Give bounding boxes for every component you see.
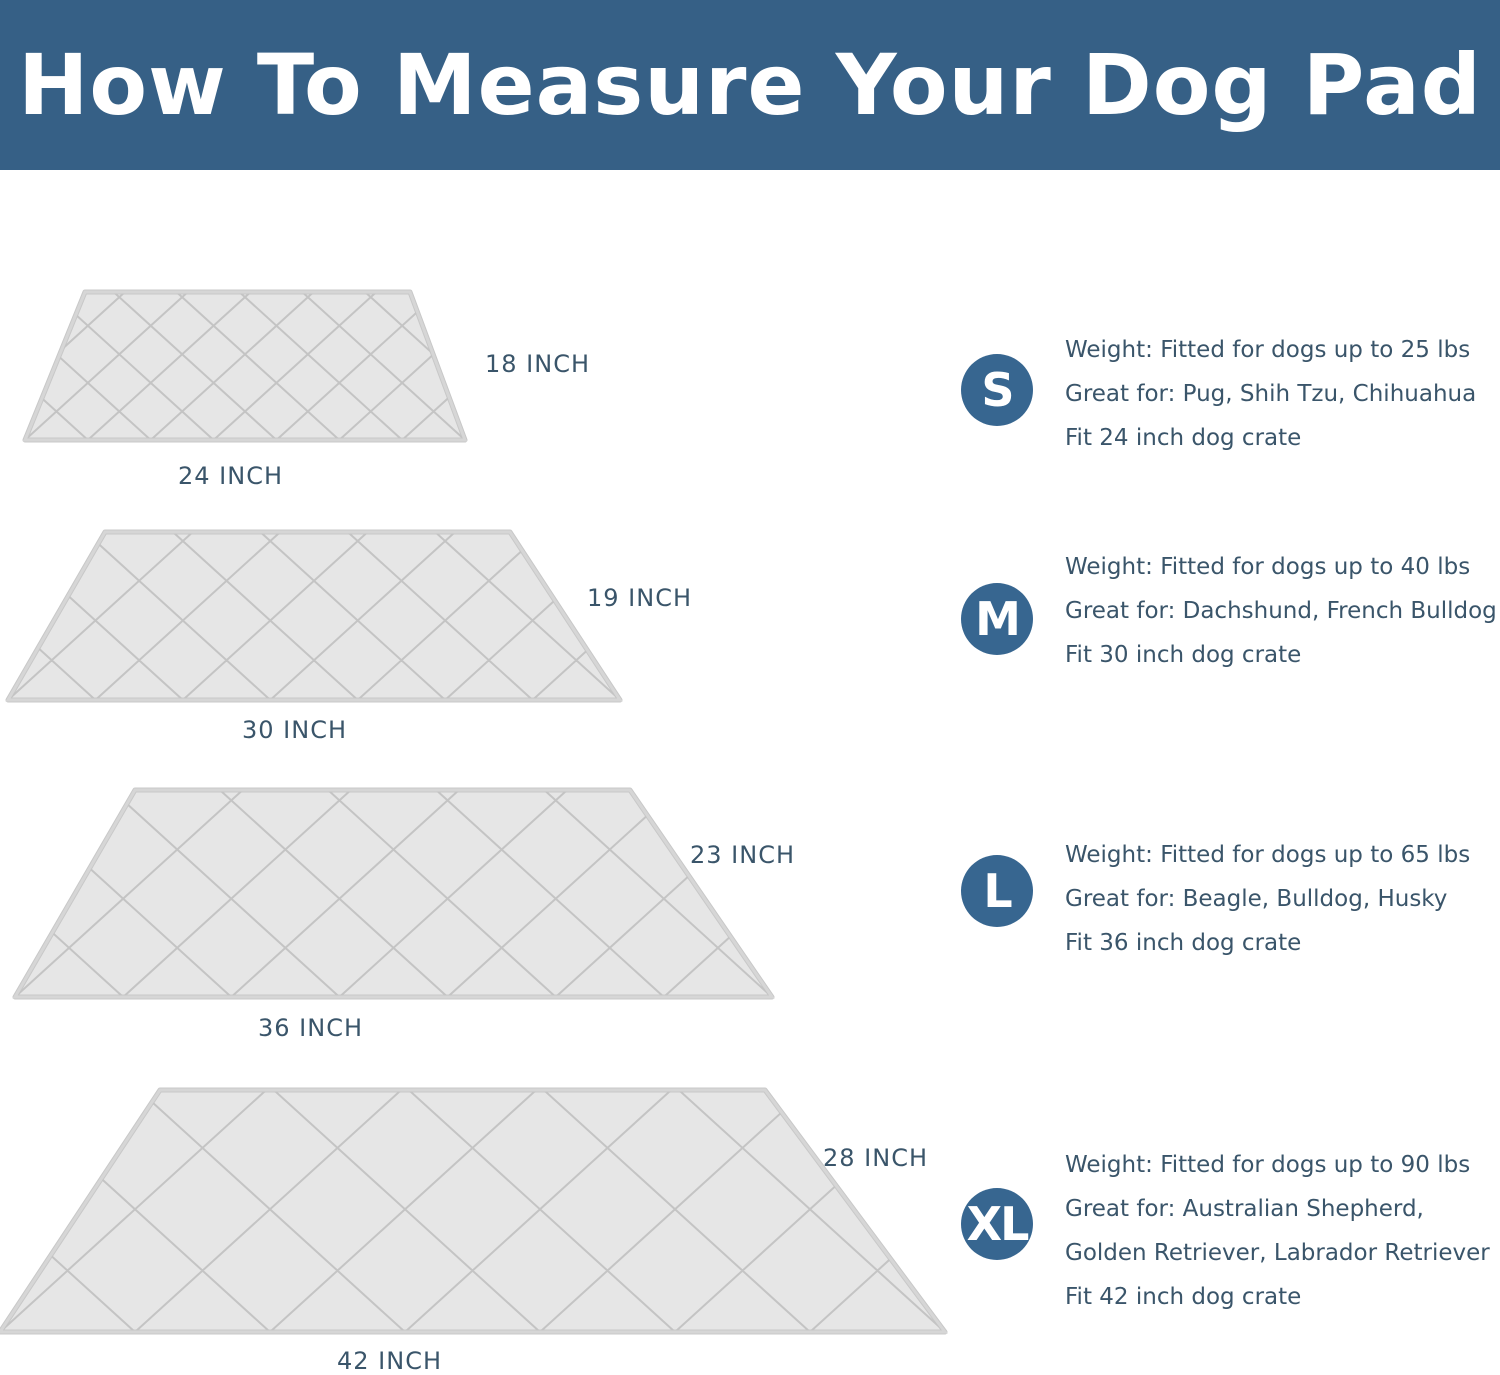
info-line: Weight: Fitted for dogs up to 90 lbs [1065,1152,1471,1178]
info-line: Weight: Fitted for dogs up to 40 lbs [1065,554,1471,580]
info-line: Great for: Australian Shepherd, [1065,1196,1424,1222]
size-badge: L [961,855,1033,927]
height-label: 18 INCH [485,350,591,378]
height-label: 19 INCH [587,584,693,612]
title-banner: How To Measure Your Dog Pad [0,0,1500,170]
info-line: Great for: Beagle, Bulldog, Husky [1065,886,1448,912]
width-label: 24 INCH [178,462,284,490]
pad-m [5,529,623,703]
pad-l [12,787,775,1000]
info-line: Weight: Fitted for dogs up to 25 lbs [1065,337,1471,363]
info-line: Fit 42 inch dog crate [1065,1284,1302,1310]
size-info: Weight: Fitted for dogs up to 65 lbs Grea… [1065,833,1470,965]
info-line: Fit 36 inch dog crate [1065,930,1302,956]
info-line: Weight: Fitted for dogs up to 65 lbs [1065,842,1471,868]
height-label: 23 INCH [690,841,796,869]
info-line: Great for: Dachshund, French Bulldog [1065,598,1497,624]
width-label: 30 INCH [242,716,348,744]
info-line: Fit 30 inch dog crate [1065,642,1302,668]
width-label: 36 INCH [258,1014,364,1042]
height-label: 28 INCH [823,1144,929,1172]
size-info: Weight: Fitted for dogs up to 90 lbs Grea… [1065,1143,1490,1319]
info-line: Golden Retriever, Labrador Retriever [1065,1240,1490,1266]
size-info: Weight: Fitted for dogs up to 25 lbs Grea… [1065,328,1476,460]
size-badge: M [961,583,1033,655]
info-line: Great for: Pug, Shih Tzu, Chihuahua [1065,381,1477,407]
pad-xl [0,1087,948,1335]
width-label: 42 INCH [337,1347,443,1375]
pad-s [22,289,468,443]
size-badge: XL [961,1188,1033,1260]
info-line: Fit 24 inch dog crate [1065,425,1302,451]
page-title: How To Measure Your Dog Pad [18,36,1482,134]
size-badge: S [961,354,1033,426]
size-info: Weight: Fitted for dogs up to 40 lbs Grea… [1065,545,1497,677]
